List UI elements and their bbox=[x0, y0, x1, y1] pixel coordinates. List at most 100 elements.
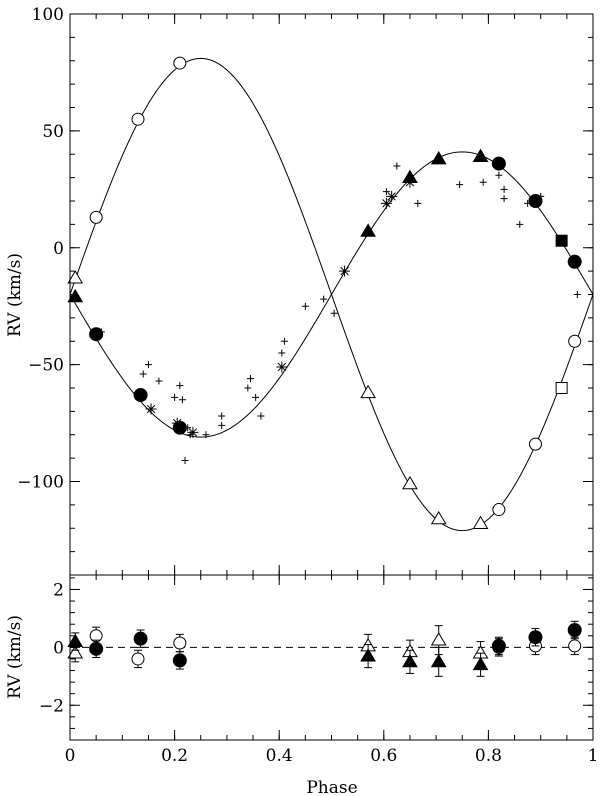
y-tick-label: −2 bbox=[39, 696, 64, 716]
plus-marker bbox=[479, 178, 487, 186]
y-tick-label: 100 bbox=[32, 5, 64, 25]
plus-marker bbox=[500, 185, 508, 193]
plus-marker bbox=[257, 412, 265, 420]
filled-circle-marker bbox=[491, 638, 506, 653]
x-tick-label: 0.8 bbox=[475, 746, 502, 766]
open-triangle-marker bbox=[67, 270, 84, 284]
x-axis-label: Phase bbox=[306, 778, 357, 796]
asterisk-marker bbox=[380, 197, 392, 209]
open-circle-marker bbox=[173, 636, 187, 650]
plus-marker bbox=[97, 328, 105, 336]
open-circle-marker bbox=[131, 112, 145, 126]
y-tick-label: 50 bbox=[42, 122, 64, 142]
y-tick-label: 2 bbox=[53, 580, 64, 600]
asterisk-marker bbox=[386, 190, 398, 202]
plus-marker bbox=[301, 302, 309, 310]
plus-marker bbox=[218, 421, 226, 429]
filled-circle-marker bbox=[89, 327, 104, 342]
open-square-marker bbox=[555, 382, 568, 394]
plus-marker bbox=[181, 456, 189, 464]
plus-marker bbox=[244, 384, 252, 392]
asterisk-marker bbox=[276, 361, 288, 373]
plus-marker bbox=[186, 431, 194, 439]
filled-triangle-marker bbox=[360, 648, 376, 662]
plus-marker bbox=[139, 370, 147, 378]
filled-circle-marker bbox=[491, 156, 506, 171]
bottom-panel-frame bbox=[69, 574, 594, 741]
x-tick-label: 1 bbox=[588, 746, 599, 766]
open-circle-marker bbox=[131, 652, 145, 666]
x-tick-label: 0 bbox=[65, 746, 76, 766]
open-circle-marker bbox=[528, 437, 542, 451]
plus-marker bbox=[361, 230, 369, 238]
filled-circle-marker bbox=[172, 653, 187, 668]
asterisk-marker bbox=[404, 176, 416, 188]
bottom-y-axis-label: RV (km/s) bbox=[5, 615, 25, 699]
filled-circle-marker bbox=[133, 631, 148, 646]
plus-marker bbox=[178, 396, 186, 404]
open-circle-marker bbox=[89, 210, 103, 224]
filled-triangle-marker bbox=[67, 288, 84, 303]
filled-triangle-marker bbox=[402, 653, 418, 668]
plus-marker bbox=[252, 393, 260, 401]
open-triangle-marker bbox=[360, 384, 376, 399]
plus-marker bbox=[202, 431, 210, 439]
filled-square-marker bbox=[555, 234, 568, 247]
y-tick-label: −50 bbox=[28, 356, 64, 376]
top-y-axis-label: RV (km/s) bbox=[5, 253, 25, 337]
filled-triangle-marker bbox=[430, 150, 447, 165]
plus-marker bbox=[382, 188, 390, 196]
plus-marker bbox=[320, 295, 328, 303]
plus-marker bbox=[414, 199, 422, 207]
open-circle-marker bbox=[173, 56, 187, 70]
plus-marker bbox=[573, 291, 581, 298]
plus-marker bbox=[516, 220, 524, 228]
x-tick-label: 0.2 bbox=[161, 746, 188, 766]
top-panel: −100 −50 0 50 100 RV (km/s) bbox=[5, 5, 594, 576]
plus-marker bbox=[500, 195, 508, 203]
asterisk-marker bbox=[171, 417, 183, 429]
plus-marker bbox=[176, 382, 184, 390]
plus-marker bbox=[330, 309, 338, 317]
open-triangle-marker bbox=[67, 645, 84, 659]
y-tick-label: 0 bbox=[53, 638, 64, 658]
plus-marker bbox=[393, 162, 401, 170]
plus-marker bbox=[495, 171, 503, 179]
filled-circle-marker bbox=[89, 641, 104, 656]
open-triangle-marker bbox=[402, 475, 418, 490]
y-tick-label: 0 bbox=[53, 239, 64, 259]
plus-marker bbox=[537, 192, 545, 200]
bottom-panel: 0 0.2 0.4 0.6 0.8 1 −2 0 2 RV (km/s) Phase bbox=[5, 574, 599, 796]
filled-circle-marker bbox=[133, 388, 148, 403]
asterisk-marker bbox=[187, 426, 199, 438]
filled-circle-marker bbox=[528, 194, 543, 208]
filled-triangle-marker bbox=[430, 653, 447, 668]
filled-circle-marker bbox=[567, 254, 582, 269]
plus-marker bbox=[155, 377, 163, 385]
plus-marker bbox=[456, 181, 464, 189]
open-circle-marker bbox=[568, 639, 582, 653]
asterisk-marker bbox=[145, 403, 157, 415]
plus-marker bbox=[280, 337, 288, 345]
open-triangle-marker bbox=[472, 515, 489, 529]
rv-curve-2 bbox=[69, 151, 594, 438]
filled-triangle-marker bbox=[472, 148, 489, 162]
plus-marker bbox=[144, 361, 152, 369]
plus-marker bbox=[218, 412, 226, 420]
open-triangle-marker bbox=[430, 510, 447, 525]
filled-circle-marker bbox=[528, 630, 543, 645]
plus-marker bbox=[184, 424, 192, 432]
plus-marker bbox=[524, 199, 532, 207]
filled-circle-marker bbox=[567, 623, 582, 637]
plus-marker bbox=[171, 393, 179, 401]
y-tick-label: −100 bbox=[17, 473, 64, 493]
x-tick-label: 0.4 bbox=[266, 746, 293, 766]
open-triangle-marker bbox=[430, 632, 447, 646]
x-tick-label: 0.6 bbox=[370, 746, 397, 766]
plus-marker bbox=[278, 349, 286, 357]
asterisk-marker bbox=[339, 265, 351, 277]
filled-triangle-marker bbox=[472, 656, 489, 671]
filled-triangle-marker bbox=[67, 633, 84, 647]
open-circle-marker bbox=[492, 503, 506, 517]
